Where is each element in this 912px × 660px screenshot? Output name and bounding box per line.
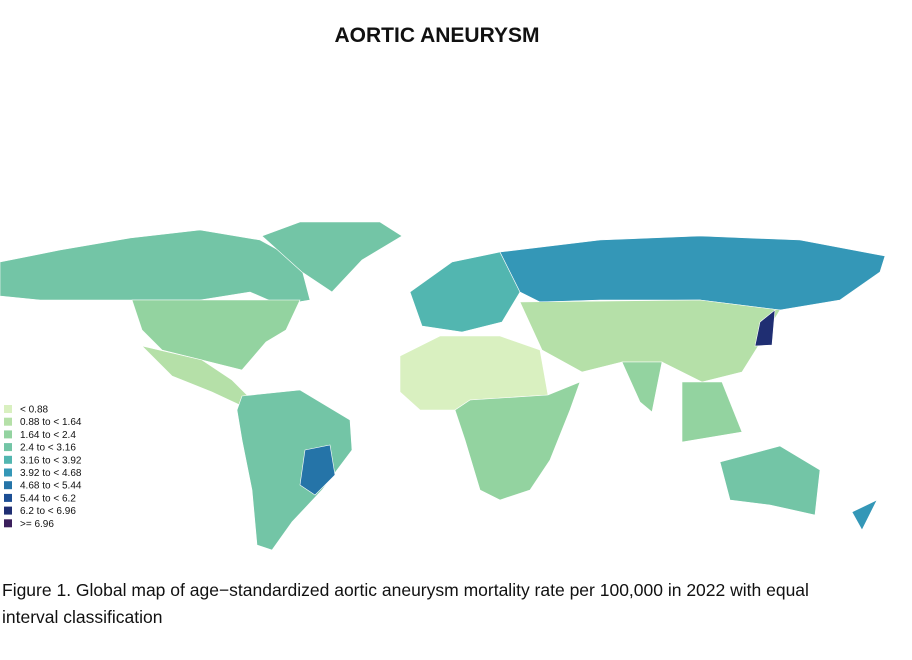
greenland [261,221,403,293]
new-zealand [851,499,878,531]
legend-label: 6.2 to < 6.96 [20,506,76,517]
legend-swatch [4,455,12,464]
legend-swatch [4,430,12,439]
map: AORTIC ANEURYSM < 0.880.88 to < 1.64 1.64… [0,24,886,551]
legend-label: < 0.88 [20,405,49,416]
caption: Figure 1. Global map of age−standardized… [2,580,809,627]
south-america [236,389,353,551]
legend-swatch [4,417,12,426]
legend-swatch [4,506,12,515]
legend-label: 0.88 to < 1.64 [20,417,82,428]
legend-label: >= 6.96 [20,519,54,530]
legend-label: 4.68 to < 5.44 [20,481,82,492]
legend-swatch [4,481,12,490]
south-africa [454,381,581,501]
legend-label: 3.92 to < 4.68 [20,468,82,479]
legend: < 0.880.88 to < 1.64 1.64 to < 2.4 2.4 to … [4,405,82,530]
legend-swatch [4,493,12,502]
legend-label: 5.44 to < 6.2 [20,493,76,504]
legend-swatch [4,443,12,452]
usa [131,299,301,371]
southeast-asia [681,381,743,443]
india [621,361,663,413]
australia [719,445,821,516]
legend-label: 1.64 to < 2.4 [20,430,76,441]
legend-swatch [4,519,12,528]
title: AORTIC ANEURYSM [335,24,540,47]
legend-swatch [4,405,12,413]
continents [0,221,886,551]
japan [754,309,776,347]
legend-swatch [4,468,12,477]
legend-label: 3.16 to < 3.92 [20,455,82,466]
canada [0,229,311,306]
europe [409,251,521,333]
russia [499,235,886,311]
legend-label: 2.4 to < 3.16 [20,443,76,454]
brazil-south [299,444,336,496]
